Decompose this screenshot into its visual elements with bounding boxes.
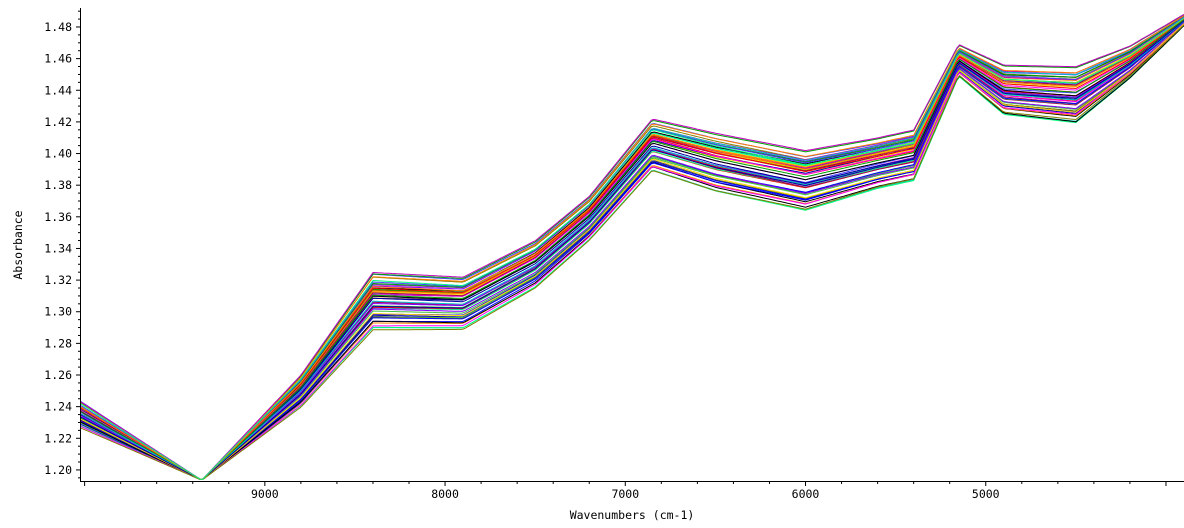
y-tick-label: 1.42: [44, 115, 72, 129]
y-tick-label: 1.28: [44, 336, 72, 350]
y-tick-label: 1.22: [44, 431, 72, 445]
spectrum-line-23: [81, 20, 1184, 479]
x-tick-label: 6000: [792, 487, 820, 501]
spectrum-line-51: [81, 20, 1184, 480]
y-tick-label: 1.30: [44, 305, 72, 319]
spectrum-line-60: [81, 18, 1184, 479]
axes-layer: [81, 8, 1184, 482]
series-layer: [81, 14, 1184, 479]
x-tick-label: 5000: [972, 487, 1000, 501]
spectrum-line-3: [81, 18, 1184, 479]
y-tick-label: 1.46: [44, 52, 72, 66]
x-ticks: 9000 8000 7000 6000 5000: [85, 481, 1166, 501]
spectrum-line-14: [81, 16, 1184, 479]
spectrum-line-20: [81, 16, 1184, 479]
y-tick-label: 1.44: [44, 83, 72, 97]
x-tick-label: 8000: [431, 487, 459, 501]
spectrum-line-13: [81, 22, 1184, 480]
spectrum-line-36: [81, 20, 1184, 479]
x-tick-label: 7000: [611, 487, 639, 501]
y-tick-label: 1.38: [44, 178, 72, 192]
y-axis-title: Absorbance: [11, 210, 25, 279]
y-tick-label: 1.20: [44, 463, 72, 477]
y-tick-label: 1.24: [44, 400, 72, 414]
x-tick-label: 9000: [251, 487, 279, 501]
y-tick-label: 1.34: [44, 241, 72, 255]
y-tick-label: 1.32: [44, 273, 72, 287]
spectrum-line-35: [81, 17, 1184, 480]
spectrum-line-7: [81, 16, 1184, 480]
y-tick-label: 1.26: [44, 368, 72, 382]
y-tick-label: 1.48: [44, 20, 72, 34]
spectrum-line-22: [81, 16, 1184, 480]
y-tick-label: 1.36: [44, 210, 72, 224]
spectrum-line-39: [81, 21, 1184, 480]
spectrum-line-25: [81, 18, 1184, 480]
spectrum-line-29: [81, 22, 1184, 479]
y-tick-label: 1.40: [44, 147, 72, 161]
x-axis-title: Wavenumbers (cm-1): [570, 508, 695, 522]
y-ticks: 1.20 1.22 1.24 1.26 1.28 1.30 1.32 1.34 1.36 1.38…: [44, 11, 81, 478]
spectrum-line-45: [81, 18, 1184, 480]
